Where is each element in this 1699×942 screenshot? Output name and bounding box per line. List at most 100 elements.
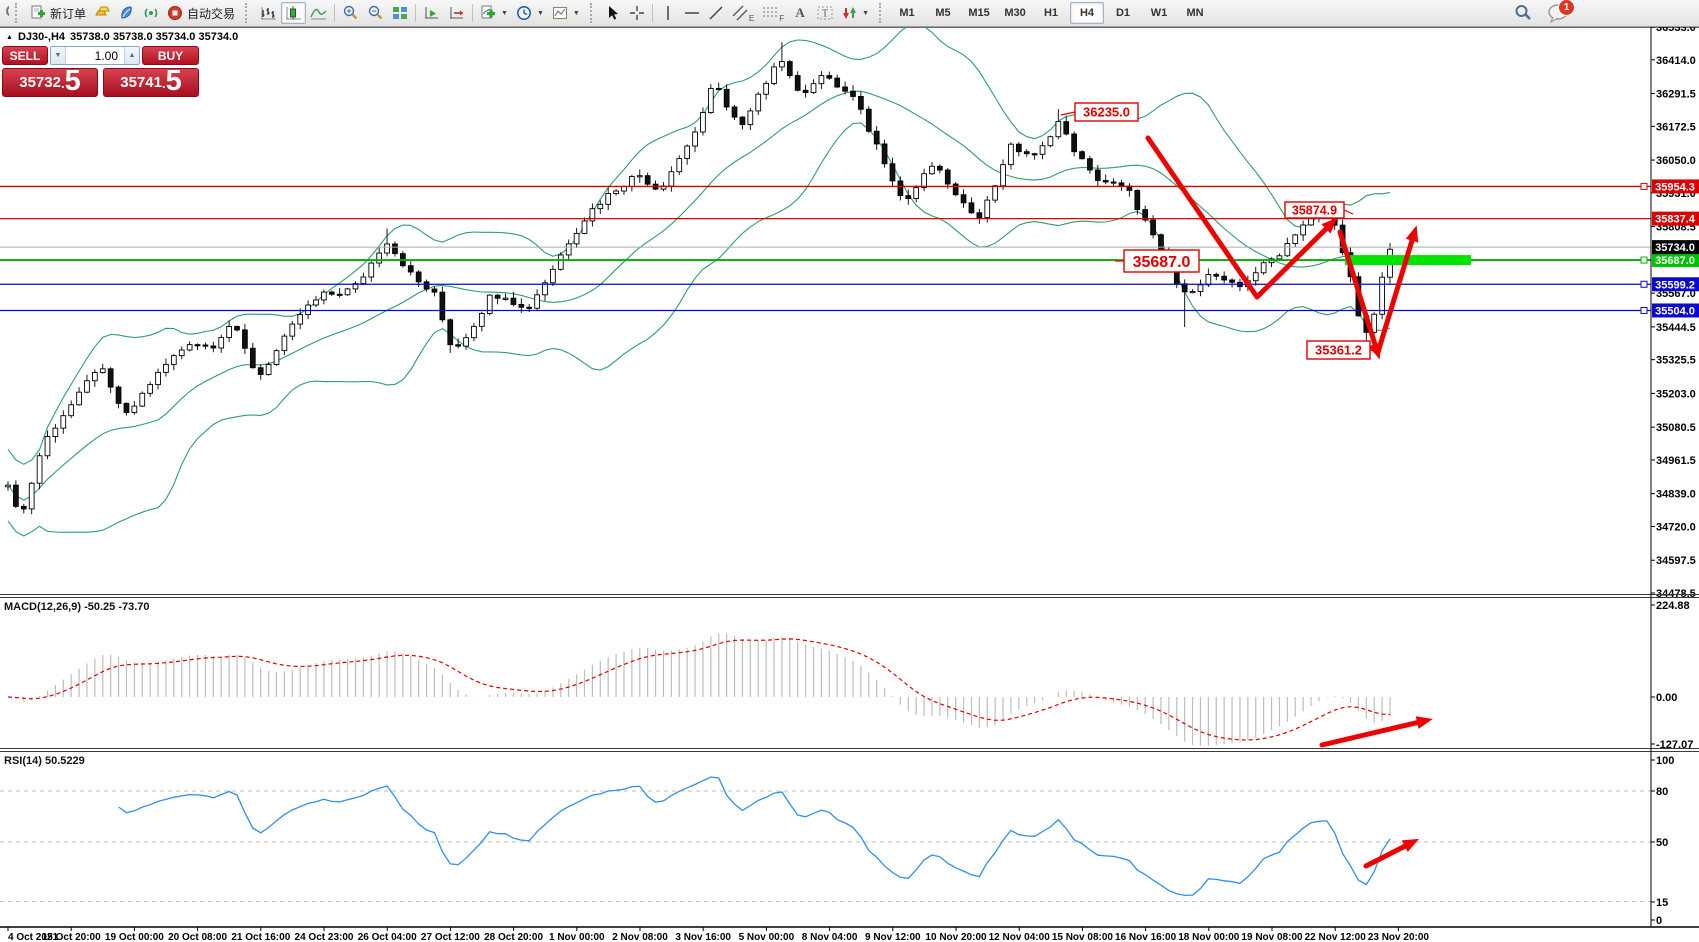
tab-period-d1[interactable]: D1 [1115, 7, 1131, 19]
tab-period-w1[interactable]: W1 [1150, 7, 1168, 19]
candle-body [455, 344, 461, 347]
y-axis-label: 34839.0 [1656, 489, 1696, 501]
buy-price-button[interactable]: 35741. 5 [103, 67, 199, 97]
price-level-badge [1652, 277, 1699, 292]
toolbar-drag-handle[interactable] [15, 3, 22, 23]
tab-period-m30[interactable]: M30 [1004, 7, 1026, 19]
periods-button[interactable]: ▼ [512, 2, 548, 24]
svg-text:T: T [822, 9, 828, 20]
price-callout-box[interactable] [1306, 340, 1371, 360]
price-callout-box[interactable] [1123, 249, 1200, 273]
candle-body [155, 371, 161, 386]
zoom-in-button[interactable] [338, 2, 363, 24]
price-axis[interactable] [1652, 27, 1699, 927]
candle-body [5, 484, 11, 488]
tab-period-h4[interactable]: H4 [1070, 2, 1105, 24]
trend-arrow-head[interactable] [1321, 217, 1338, 234]
tab-period-m1[interactable]: M1 [899, 7, 915, 19]
rsi-line [118, 776, 1391, 897]
sell-price-button[interactable]: 35732. 5 [2, 65, 98, 97]
zoom-out-button[interactable] [363, 2, 388, 24]
time-axis-label: 8 Nov 04:00 [802, 932, 858, 942]
vertical-line-button[interactable] [656, 2, 680, 24]
y-axis-label: 36291.5 [1656, 89, 1696, 101]
candle-body [218, 337, 225, 349]
price-callout-box[interactable] [1284, 201, 1345, 219]
trend-arrow-head[interactable] [1405, 225, 1419, 243]
symbol-marker-icon: ▲ [6, 33, 13, 41]
volume-input[interactable]: 1.00 [94, 48, 118, 63]
time-axis[interactable] [0, 928, 1699, 942]
rsi-trend-arrow-head[interactable] [1401, 838, 1420, 852]
chart-shift-button[interactable] [444, 2, 469, 24]
hline-handle[interactable] [1640, 280, 1648, 288]
buy-button[interactable]: BUY [142, 46, 199, 65]
cursor-button[interactable] [601, 2, 625, 24]
tab-period-h1[interactable]: H1 [1043, 7, 1059, 19]
candle-body [376, 252, 383, 264]
new-order-button[interactable]: 新订单 [26, 2, 90, 24]
tab-period-m5[interactable]: M5 [935, 7, 951, 19]
hline-handle[interactable] [1640, 182, 1648, 190]
tile-windows-button[interactable] [388, 2, 412, 24]
sell-price-dot: . [60, 76, 65, 91]
trend-arrow-line[interactable] [1145, 135, 1334, 300]
candle-body [76, 391, 82, 406]
volume-increase-button[interactable]: ▲ [124, 47, 139, 64]
time-axis-label: 3 Nov 16:00 [675, 932, 731, 942]
notifications-button[interactable]: 1 [1547, 0, 1575, 24]
line-chart-button[interactable] [306, 2, 331, 24]
gold-bars-button[interactable] [90, 2, 115, 24]
volume-decrease-button[interactable]: ▼ [51, 47, 66, 64]
volume-stepper: ▼ 1.00 ▲ [50, 46, 140, 65]
candlestick-chart-button[interactable] [281, 2, 307, 24]
candle-body [1118, 182, 1125, 187]
templates-button[interactable]: ▼ [548, 2, 584, 24]
auto-trading-button[interactable]: 自动交易 [163, 2, 239, 24]
toolbar-drag-handle[interactable] [589, 3, 597, 23]
indicators-button[interactable]: ▼ [476, 2, 512, 24]
search-button[interactable] [1509, 2, 1537, 24]
candle-body [850, 90, 856, 97]
candle-body [28, 482, 35, 510]
candle-body [123, 402, 130, 414]
toolbar-drag-handle[interactable] [245, 3, 252, 23]
equidistant-channel-button[interactable]: E [728, 2, 758, 24]
macd-trend-arrow-head[interactable] [1415, 716, 1433, 729]
signal-button[interactable] [139, 2, 163, 24]
rsi-trend-arrow[interactable] [1363, 840, 1414, 869]
time-axis-label: 19 Nov 08:00 [1241, 932, 1303, 942]
text-button[interactable]: A [788, 2, 812, 24]
hline-handle[interactable] [1640, 306, 1648, 314]
candle-body [415, 271, 422, 283]
hline-handle[interactable] [1640, 256, 1648, 264]
trend-arrow-line[interactable] [1337, 229, 1380, 354]
fibonacci-button[interactable]: F [758, 2, 788, 24]
time-axis-label: 15 Oct 20:00 [42, 932, 101, 942]
tab-period-m15[interactable]: M15 [968, 7, 990, 19]
crosshair-button[interactable] [625, 2, 649, 24]
macd-trend-arrow[interactable] [1319, 718, 1427, 748]
community-button[interactable] [115, 2, 139, 24]
clipped-icon [0, 4, 9, 22]
candle-body [510, 297, 517, 305]
arrows-tool-button[interactable]: ▼ [838, 2, 873, 24]
sell-price-fraction: 5 [64, 65, 81, 97]
toolbar-drag-handle[interactable] [879, 3, 886, 23]
candle-body [684, 145, 691, 160]
bar-chart-button[interactable] [256, 2, 281, 24]
callout-connector [1369, 349, 1379, 353]
candle-body [44, 436, 51, 457]
horizontal-line-button[interactable] [680, 2, 704, 24]
candle-body [1039, 145, 1046, 155]
price-callout-box[interactable] [1074, 102, 1139, 122]
tab-period-mn[interactable]: MN [1186, 7, 1204, 19]
trendline-button[interactable] [704, 2, 728, 24]
toolbar-right-group: 1 [1509, 0, 1575, 24]
sell-button[interactable]: SELL [2, 46, 48, 65]
text-label-button[interactable]: T [812, 2, 838, 24]
trend-arrow-line[interactable] [1375, 231, 1417, 355]
candle-body [913, 187, 920, 199]
auto-scroll-button[interactable] [419, 2, 444, 24]
